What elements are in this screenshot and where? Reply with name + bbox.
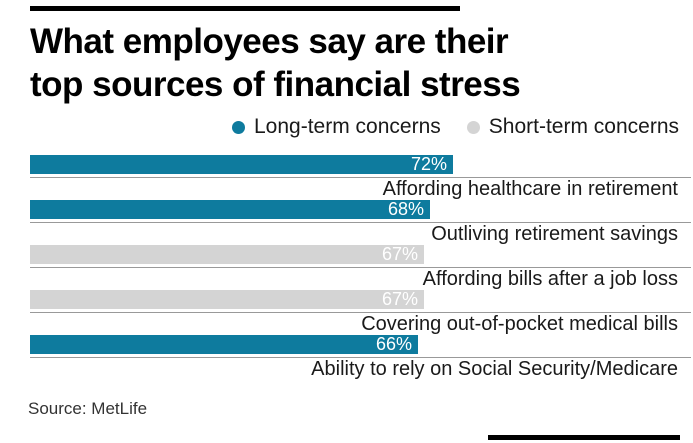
bar-value-label: 67% [381,244,418,264]
bar-category-label: Affording healthcare in retirement [382,178,678,200]
bar-long-term: 68% [30,200,430,219]
legend-item-long-term: Long-term concerns [232,115,441,139]
separator-line [30,312,691,313]
bar-category-label: Outliving retirement savings [431,223,678,245]
separator-line [30,267,691,268]
bar-long-term: 66% [30,335,418,354]
legend-label: Long-term concerns [254,115,441,138]
bar-category-label: Covering out-of-pocket medical bills [361,313,678,335]
bar-value-label: 72% [410,154,447,174]
bar-short-term: 67% [30,290,424,309]
separator-line [30,357,691,358]
separator-line [30,222,691,223]
bar-row: 67% Affording bills after a job loss [0,245,693,290]
legend-item-short-term: Short-term concerns [466,115,679,139]
bar-row: 68% Outliving retirement savings [0,200,693,245]
separator-line [30,177,691,178]
bar-row: 66% Ability to rely on Social Security/M… [0,335,693,380]
legend-dot-icon-long-term [232,120,245,134]
bar-short-term: 67% [30,245,424,264]
bar-value-label: 66% [375,334,412,354]
chart-title: What employees say are their top sources … [30,20,650,106]
bar-row: 72% Affording healthcare in retirement [0,155,693,200]
bar-chart-rows: 72% Affording healthcare in retirement 6… [0,155,693,380]
chart-title-line1: What employees say are their [30,22,509,61]
bar-category-label: Ability to rely on Social Security/Medic… [311,358,678,380]
bar-value-label: 68% [387,199,424,219]
bar-long-term: 72% [30,155,453,174]
source-note: Source: MetLife [28,399,148,418]
top-accent-bar [30,6,460,11]
bar-value-label: 67% [381,289,418,309]
chart-title-line2: top sources of financial stress [30,65,521,105]
bar-category-label: Affording bills after a job loss [422,268,678,290]
legend-dot-icon-short-term [466,120,480,134]
bar-row: 67% Covering out-of-pocket medical bills [0,290,693,335]
chart-legend: Long-term concerns Short-term concerns [232,114,679,140]
legend-label: Short-term concerns [488,115,679,138]
bottom-accent-bar [488,435,680,440]
